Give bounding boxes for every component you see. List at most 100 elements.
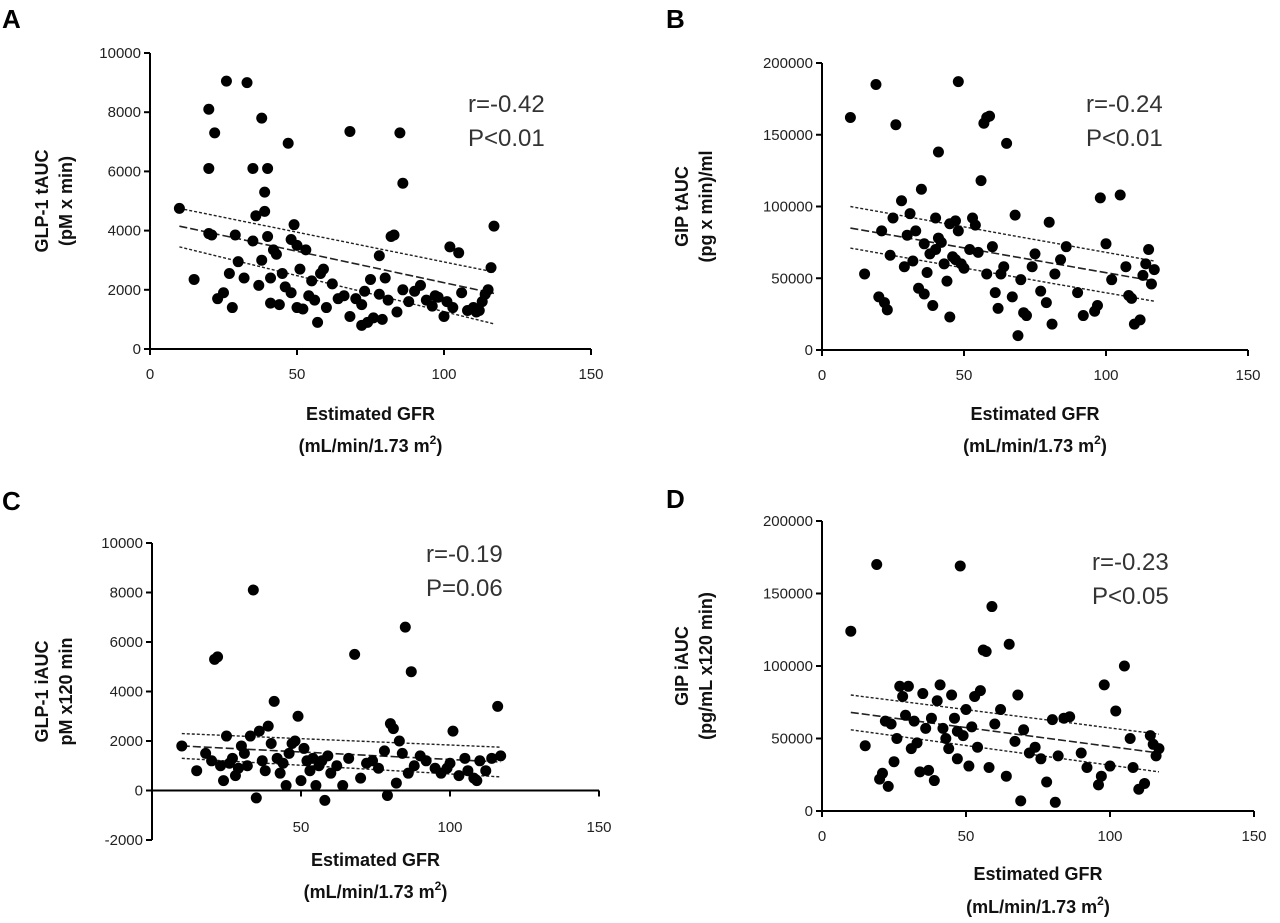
data-point: [1009, 209, 1021, 221]
y-tick-label: 50000: [771, 731, 813, 748]
y-tick-label: 2000: [110, 733, 143, 750]
data-point: [241, 77, 253, 89]
data-point: [319, 794, 331, 806]
x-tick-label: 50: [293, 819, 310, 836]
data-point: [226, 302, 238, 314]
data-point: [995, 704, 1007, 715]
data-point: [890, 119, 902, 131]
y-axis-unit: pM x120 min: [56, 637, 76, 745]
data-point: [1012, 330, 1024, 342]
data-point: [963, 760, 975, 772]
stat-p: P<0.05: [1092, 583, 1169, 610]
data-point: [298, 742, 310, 754]
data-point: [930, 212, 942, 224]
data-point: [459, 752, 471, 764]
data-point: [256, 254, 268, 266]
data-point: [297, 303, 309, 315]
data-point: [285, 287, 297, 299]
data-point: [462, 765, 474, 777]
confidence-band-upper: [181, 732, 501, 748]
panel-letter: D: [666, 484, 685, 514]
data-point: [256, 755, 268, 767]
data-point: [229, 229, 241, 241]
data-point: [203, 103, 215, 115]
data-point: [957, 730, 969, 742]
data-point: [915, 183, 927, 195]
data-point: [218, 775, 230, 787]
data-point: [927, 300, 939, 312]
y-tick-label: 4000: [110, 684, 143, 701]
stat-p: P<0.01: [1086, 125, 1163, 152]
y-axis-unit: (pM x min): [56, 156, 76, 246]
x-axis-unit-superscript: 2: [1097, 894, 1104, 908]
data-point: [304, 765, 316, 777]
data-point: [453, 770, 465, 782]
y-tick-label: 10000: [101, 535, 143, 552]
data-point: [918, 288, 930, 300]
y-axis-label: GIP tAUC: [672, 166, 692, 247]
data-point: [949, 215, 961, 227]
panel-c: C -2000 0 2000 4000 6000 8000 10000 50 100 150 Esti…: [2, 486, 612, 902]
x-tick-label: 50: [289, 366, 306, 383]
data-point: [1055, 254, 1067, 266]
data-point: [176, 740, 188, 752]
data-point: [294, 263, 306, 275]
data-point: [447, 302, 459, 314]
data-point: [367, 755, 379, 767]
data-point: [1144, 730, 1156, 742]
data-point: [952, 76, 964, 88]
data-point: [1120, 261, 1132, 273]
data-point: [444, 241, 456, 253]
data-point: [373, 250, 385, 262]
data-point: [901, 229, 913, 241]
data-point: [223, 268, 235, 280]
y-tick-label: 0: [133, 341, 141, 358]
data-point: [960, 704, 972, 715]
data-point: [486, 752, 498, 764]
x-axis-unit-superscript: 2: [430, 433, 437, 447]
data-point: [984, 110, 996, 122]
data-point: [232, 256, 244, 268]
stat-r: r=-0.19: [426, 541, 503, 568]
data-point: [1077, 310, 1089, 322]
data-point: [399, 621, 411, 633]
data-point: [1041, 776, 1053, 788]
data-point: [378, 745, 390, 757]
data-point: [232, 762, 244, 774]
data-point: [972, 741, 984, 753]
data-point: [986, 601, 998, 613]
y-tick-label: 10000: [99, 45, 141, 62]
data-point: [844, 112, 856, 124]
data-point: [295, 775, 307, 787]
x-axis-unit-text: (mL/min/1.73 m: [304, 882, 435, 902]
y-axis-label: GIP iAUC: [672, 626, 692, 706]
data-point: [262, 720, 274, 732]
x-axis-unit-text: (mL/min/1.73 m: [966, 897, 1097, 917]
y-tick-label: 8000: [108, 104, 141, 121]
x-axis-unit: (mL/min/1.73 m2): [304, 879, 448, 902]
data-point: [405, 666, 417, 678]
y-tick-label: -2000: [105, 832, 143, 849]
x-tick-label: 150: [586, 819, 611, 836]
data-point: [938, 258, 950, 270]
data-point: [372, 762, 384, 774]
data-point: [911, 737, 923, 749]
panel-a: A 0 2000 4000 6000 8000 10000 0 50 100 150 Estimate…: [2, 4, 604, 456]
data-point: [1049, 268, 1061, 280]
data-point: [951, 753, 963, 765]
data-point: [1140, 258, 1152, 270]
data-point: [396, 747, 408, 759]
data-point: [1075, 747, 1087, 759]
data-point: [373, 288, 385, 300]
data-point: [447, 725, 459, 737]
data-point: [896, 195, 908, 207]
data-point: [1043, 216, 1055, 228]
data-point: [1072, 287, 1084, 299]
x-tick-label: 100: [431, 366, 456, 383]
data-point: [1001, 137, 1013, 149]
data-point: [209, 127, 221, 139]
data-point: [474, 755, 486, 767]
data-point: [253, 725, 265, 737]
y-tick-label: 0: [135, 783, 143, 800]
